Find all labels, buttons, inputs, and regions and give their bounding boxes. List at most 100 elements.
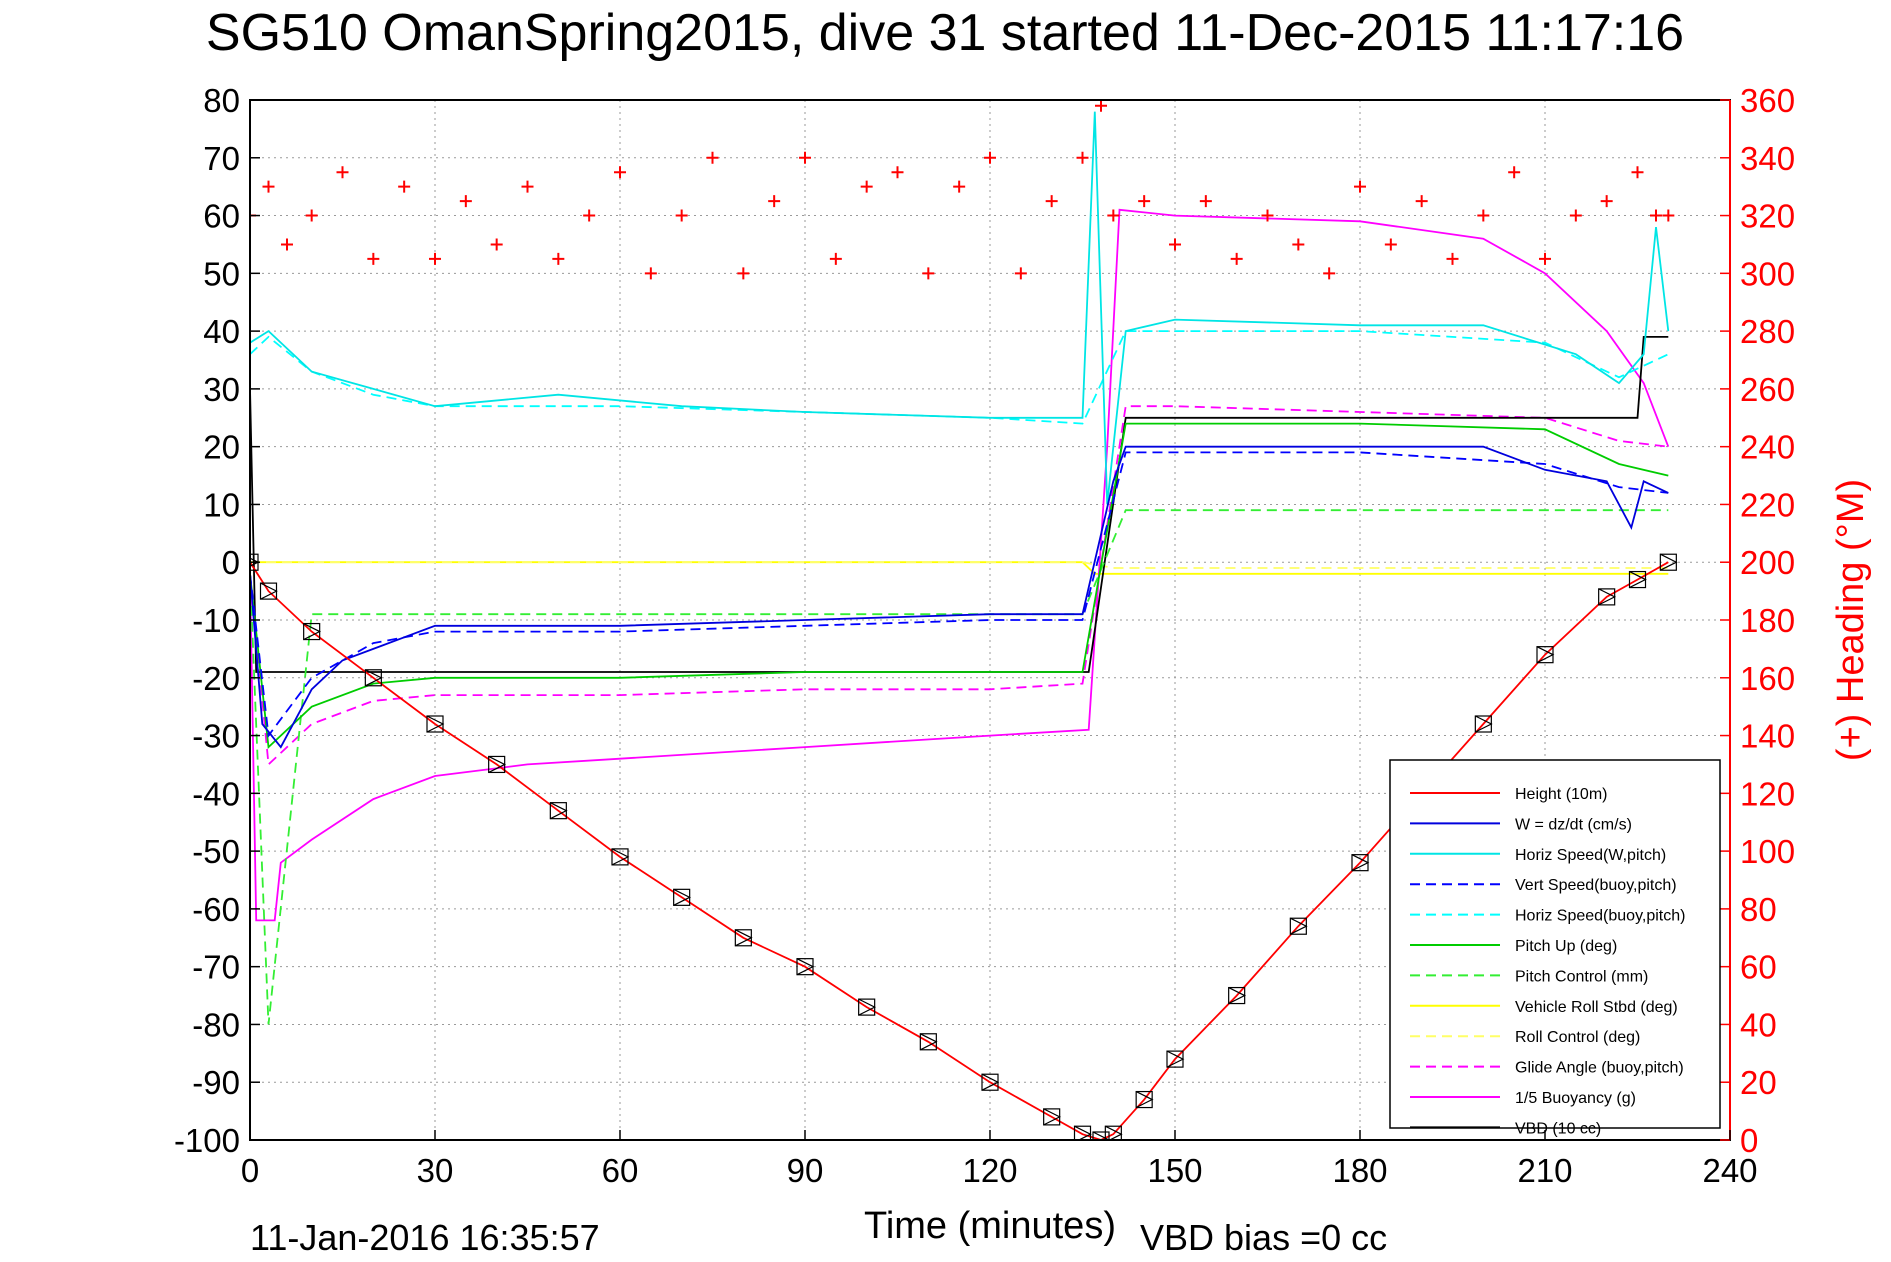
- heading-marker: [1045, 195, 1058, 208]
- heading-marker: [1600, 195, 1613, 208]
- heading-marker: [1384, 238, 1397, 251]
- heading-marker: [860, 180, 873, 193]
- heading-marker: [1323, 267, 1336, 280]
- heading-marker: [583, 209, 596, 222]
- heading-marker: [737, 267, 750, 280]
- y-left-tick-label: -60: [192, 891, 240, 928]
- y-left-tick-label: 80: [203, 82, 240, 119]
- y-left-tick-label: -70: [192, 949, 240, 986]
- right-axis-ticks: 3603403203002802602402202001801601401201…: [1720, 82, 1795, 1159]
- legend: Height (10m) W = dz/dt (cm/s) Horiz Speed(…: [1389, 759, 1721, 1137]
- heading-marker: [1230, 252, 1243, 265]
- y-right-tick-label: 180: [1740, 602, 1795, 639]
- y-left-tick-label: -90: [192, 1064, 240, 1101]
- y-left-tick-label: -50: [192, 833, 240, 870]
- legend-label: VBD (10 cc): [1515, 1120, 1601, 1137]
- height-marker-triangle: [735, 929, 753, 947]
- heading-marker: [614, 166, 626, 179]
- heading-marker: [398, 180, 411, 193]
- x-tick-label: 0: [241, 1152, 259, 1189]
- y-right-tick-label: 320: [1740, 198, 1795, 235]
- heading-marker: [1261, 209, 1274, 222]
- height-marker-triangle: [488, 755, 507, 773]
- heading-marker: [706, 151, 719, 164]
- x-tick-label: 120: [962, 1152, 1017, 1189]
- y-left-tick-label: 70: [203, 140, 240, 177]
- height-marker-triangle: [981, 1073, 1000, 1091]
- legend-items: Height (10m) W = dz/dt (cm/s) Horiz Speed(…: [1410, 786, 1685, 1137]
- heading-marker: [1477, 209, 1490, 222]
- series-horiz-speed-buoy-pitch: [250, 330, 1669, 425]
- y-left-tick-label: -30: [192, 718, 240, 755]
- series-horiz-speed-w-pitch: [250, 111, 1670, 505]
- height-marker-triangle: [611, 848, 630, 866]
- height-marker-triangle: [1660, 553, 1678, 571]
- heading-marker: [1014, 267, 1027, 280]
- height-marker-triangle: [920, 1033, 938, 1051]
- series-glide-angle-buoy-pitch: [250, 405, 1669, 767]
- y-right-tick-label: 20: [1740, 1064, 1777, 1101]
- y-right-tick-label: 0: [1740, 1122, 1758, 1159]
- legend-label: Horiz Speed(W,pitch): [1515, 847, 1666, 864]
- legend-label: W = dz/dt (cm/s): [1515, 816, 1632, 833]
- y-right-tick-label: 40: [1740, 1006, 1777, 1043]
- height-marker: [1092, 1131, 1110, 1140]
- y-left-tick-label: 50: [203, 255, 240, 292]
- series-w-dz-dt-cm-s: [250, 445, 1669, 749]
- x-tick-label: 60: [602, 1152, 639, 1189]
- legend-label: Pitch Control (mm): [1515, 968, 1648, 985]
- heading-marker: [891, 166, 904, 179]
- heading-marker: [675, 209, 688, 222]
- x-tick-label: 240: [1702, 1152, 1757, 1189]
- heading-marker: [768, 195, 781, 208]
- y-left-tick-label: -100: [174, 1122, 240, 1159]
- heading-marker: [1662, 209, 1675, 222]
- heading-marker: [1354, 180, 1366, 193]
- heading-marker: [953, 180, 966, 193]
- y-right-tick-label: 240: [1740, 429, 1795, 466]
- height-marker-triangle: [365, 669, 383, 687]
- y-right-tick-label: 220: [1740, 486, 1795, 523]
- heading-marker: [1169, 238, 1181, 251]
- heading-marker: [459, 195, 472, 208]
- y-left-tick-label: 10: [203, 486, 240, 523]
- y-right-tick-label: 340: [1740, 140, 1795, 177]
- height-marker-triangle: [260, 582, 278, 600]
- series-heading: [250, 100, 1675, 280]
- heading-marker: [1415, 195, 1428, 208]
- y-left-tick-label: 20: [203, 429, 240, 466]
- legend-label: 1/5 Buoyancy (g): [1515, 1090, 1636, 1107]
- heading-marker: [336, 166, 349, 179]
- height-marker-triangle: [673, 888, 692, 906]
- height-marker-triangle: [1351, 854, 1370, 872]
- series-vert-speed-buoy-pitch: [250, 451, 1669, 738]
- heading-marker: [552, 252, 565, 265]
- heading-marker: [521, 180, 534, 193]
- height-marker-triangle: [1475, 715, 1493, 733]
- y-left-tick-label: -40: [192, 775, 240, 812]
- x-tick-label: 210: [1517, 1152, 1572, 1189]
- y-left-tick-label: 30: [203, 371, 240, 408]
- y-right-tick-label: 300: [1740, 255, 1795, 292]
- y-right-tick-label: 80: [1740, 891, 1777, 928]
- heading-marker: [799, 151, 811, 164]
- heading-marker: [367, 252, 380, 265]
- y-right-tick-label: 60: [1740, 949, 1777, 986]
- y-left-tick-label: 0: [222, 544, 240, 581]
- heading-marker: [1138, 195, 1151, 208]
- heading-marker: [984, 151, 996, 164]
- bottom-axis-ticks: 0 30 60 90 120 150 180 210 240: [241, 1130, 1758, 1189]
- height-marker-triangle: [858, 998, 877, 1016]
- heading-marker: [829, 252, 842, 265]
- footer-vbd-bias: VBD bias =0 cc: [1140, 1217, 1387, 1258]
- legend-label: Height (10m): [1515, 786, 1607, 803]
- y-left-tick-label: -10: [192, 602, 240, 639]
- y-right-tick-label: 360: [1740, 82, 1795, 119]
- y-left-tick-label: -20: [192, 660, 240, 697]
- right-axis-label: (+) Heading (°M): [1830, 479, 1872, 761]
- y-left-tick-label: -80: [192, 1006, 240, 1043]
- heading-marker: [1292, 238, 1305, 251]
- y-right-tick-label: 100: [1740, 833, 1795, 870]
- height-marker-triangle: [1043, 1108, 1062, 1126]
